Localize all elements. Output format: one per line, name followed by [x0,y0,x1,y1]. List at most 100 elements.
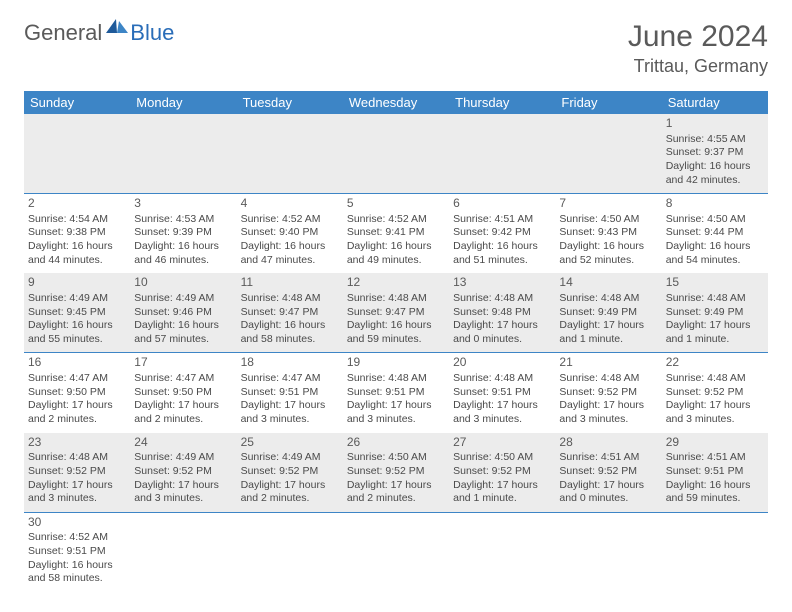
day-cell: 16Sunrise: 4:47 AMSunset: 9:50 PMDayligh… [24,353,130,433]
day-number: 13 [453,275,551,291]
day-cell: 15Sunrise: 4:48 AMSunset: 9:49 PMDayligh… [662,273,768,353]
day-number: 14 [559,275,657,291]
week-row: 1Sunrise: 4:55 AMSunset: 9:37 PMDaylight… [24,114,768,194]
daylight-text: and 42 minutes. [666,174,764,188]
day-number: 30 [28,515,126,531]
sunrise-text: Sunrise: 4:47 AM [241,372,339,386]
daylight-text: Daylight: 16 hours [666,240,764,254]
day-cell: 9Sunrise: 4:49 AMSunset: 9:45 PMDaylight… [24,273,130,353]
sunset-text: Sunset: 9:52 PM [559,386,657,400]
day-cell: 2Sunrise: 4:54 AMSunset: 9:38 PMDaylight… [24,194,130,274]
sunrise-text: Sunrise: 4:48 AM [241,292,339,306]
daylight-text: Daylight: 17 hours [559,399,657,413]
day-cell: 18Sunrise: 4:47 AMSunset: 9:51 PMDayligh… [237,353,343,433]
sunrise-text: Sunrise: 4:48 AM [453,372,551,386]
sunrise-text: Sunrise: 4:53 AM [134,213,232,227]
daylight-text: and 3 minutes. [134,492,232,506]
daylight-text: Daylight: 17 hours [453,319,551,333]
day-cell: 14Sunrise: 4:48 AMSunset: 9:49 PMDayligh… [555,273,661,353]
day-cell: 5Sunrise: 4:52 AMSunset: 9:41 PMDaylight… [343,194,449,274]
day-cell: 25Sunrise: 4:49 AMSunset: 9:52 PMDayligh… [237,433,343,513]
day-number: 26 [347,435,445,451]
day-number: 18 [241,355,339,371]
day-cell: 12Sunrise: 4:48 AMSunset: 9:47 PMDayligh… [343,273,449,353]
day-header: Wednesday [343,91,449,114]
header: General Blue June 2024 Trittau, Germany [24,20,768,77]
daylight-text: Daylight: 16 hours [453,240,551,254]
daylight-text: and 2 minutes. [28,413,126,427]
sunset-text: Sunset: 9:47 PM [347,306,445,320]
day-number: 17 [134,355,232,371]
sunrise-text: Sunrise: 4:51 AM [666,451,764,465]
sunset-text: Sunset: 9:39 PM [134,226,232,240]
day-cell [555,512,661,592]
day-header: Monday [130,91,236,114]
daylight-text: Daylight: 16 hours [666,479,764,493]
daylight-text: Daylight: 17 hours [453,479,551,493]
sunrise-text: Sunrise: 4:51 AM [559,451,657,465]
sunrise-text: Sunrise: 4:48 AM [666,292,764,306]
day-number: 27 [453,435,551,451]
sunset-text: Sunset: 9:52 PM [559,465,657,479]
day-number: 23 [28,435,126,451]
day-cell: 13Sunrise: 4:48 AMSunset: 9:48 PMDayligh… [449,273,555,353]
sunrise-text: Sunrise: 4:49 AM [134,451,232,465]
day-cell: 21Sunrise: 4:48 AMSunset: 9:52 PMDayligh… [555,353,661,433]
day-number: 22 [666,355,764,371]
sunrise-text: Sunrise: 4:48 AM [28,451,126,465]
day-cell [237,114,343,194]
daylight-text: and 0 minutes. [453,333,551,347]
day-cell: 10Sunrise: 4:49 AMSunset: 9:46 PMDayligh… [130,273,236,353]
day-number: 8 [666,196,764,212]
sunset-text: Sunset: 9:52 PM [666,386,764,400]
daylight-text: Daylight: 16 hours [241,240,339,254]
week-row: 23Sunrise: 4:48 AM Sunset: 9:52 PM Dayligh… [24,433,768,513]
week-row: 16Sunrise: 4:47 AMSunset: 9:50 PMDayligh… [24,353,768,433]
logo-text-gray: General [24,20,102,46]
day-number: 6 [453,196,551,212]
sunset-text: Sunset: 9:37 PM [666,146,764,160]
day-cell: 17Sunrise: 4:47 AMSunset: 9:50 PMDayligh… [130,353,236,433]
daylight-text: and 2 minutes. [241,492,339,506]
sunrise-text: Sunrise: 4:50 AM [559,213,657,227]
day-number: 3 [134,196,232,212]
sunset-text: Sunset: 9:50 PM [28,386,126,400]
day-number: 25 [241,435,339,451]
day-cell [343,512,449,592]
sunset-text: Sunset: 9:52 PM [347,465,445,479]
daylight-text: and 59 minutes. [666,492,764,506]
day-number: 19 [347,355,445,371]
sunset-text: Sunset: 9:51 PM [241,386,339,400]
daylight-text: and 58 minutes. [241,333,339,347]
day-cell [130,512,236,592]
logo-text-blue: Blue [130,20,174,46]
daylight-text: and 0 minutes. [559,492,657,506]
day-cell: 1Sunrise: 4:55 AMSunset: 9:37 PMDaylight… [662,114,768,194]
day-cell: 24Sunrise: 4:49 AMSunset: 9:52 PMDayligh… [130,433,236,513]
daylight-text: Daylight: 17 hours [453,399,551,413]
sunset-text: Sunset: 9:41 PM [347,226,445,240]
day-cell: 29Sunrise: 4:51 AMSunset: 9:51 PMDayligh… [662,433,768,513]
day-number: 15 [666,275,764,291]
sunset-text: Sunset: 9:40 PM [241,226,339,240]
daylight-text: Daylight: 16 hours [347,319,445,333]
sunrise-text: Sunrise: 4:49 AM [134,292,232,306]
day-cell: 3Sunrise: 4:53 AMSunset: 9:39 PMDaylight… [130,194,236,274]
sunrise-text: Sunrise: 4:48 AM [559,292,657,306]
sunrise-text: Sunrise: 4:49 AM [28,292,126,306]
daylight-text: and 1 minute. [559,333,657,347]
sunrise-text: Sunrise: 4:51 AM [453,213,551,227]
daylight-text: Daylight: 17 hours [28,399,126,413]
day-cell: 11Sunrise: 4:48 AMSunset: 9:47 PMDayligh… [237,273,343,353]
day-cell: 7Sunrise: 4:50 AMSunset: 9:43 PMDaylight… [555,194,661,274]
daylight-text: and 51 minutes. [453,254,551,268]
day-number: 16 [28,355,126,371]
daylight-text: and 3 minutes. [453,413,551,427]
daylight-text: and 57 minutes. [134,333,232,347]
sunset-text: Sunset: 9:51 PM [666,465,764,479]
sunset-text: Sunset: 9:44 PM [666,226,764,240]
day-cell [662,512,768,592]
sunrise-text: Sunrise: 4:47 AM [134,372,232,386]
daylight-text: and 3 minutes. [347,413,445,427]
daylight-text: Daylight: 16 hours [134,240,232,254]
